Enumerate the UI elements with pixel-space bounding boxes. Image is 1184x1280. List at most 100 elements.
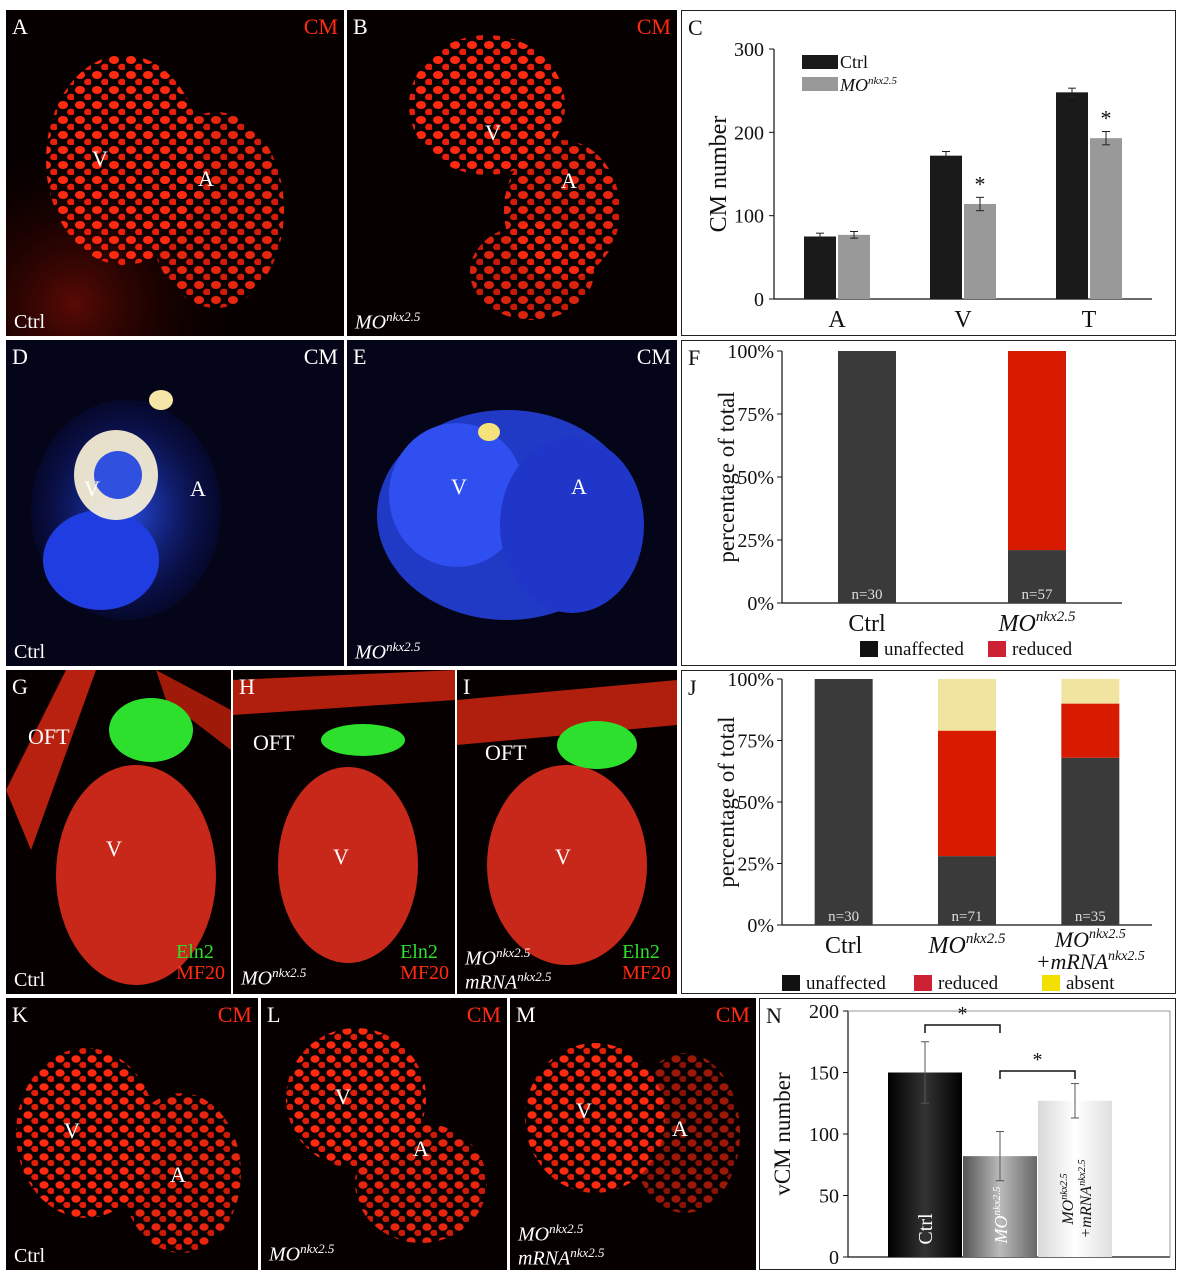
panel-h-mf20-label: MF20 — [400, 962, 449, 984]
panel-b-condition: MOnkx2.5 — [355, 309, 421, 334]
panel-c-bar — [1090, 138, 1122, 299]
panel-j-bar-segment — [938, 856, 996, 925]
panel-n-y-tick-label: 150 — [809, 1063, 839, 1085]
panel-a-nuclei — [6, 10, 344, 336]
panel-f-legend-label: unaffected — [884, 639, 964, 660]
panel-n-y-tick-label: 0 — [829, 1247, 839, 1269]
panel-l-micrograph: L CM V A MOnkx2.5 — [261, 998, 507, 1270]
panel-e-cm-label: CM — [636, 344, 671, 369]
panel-f-legend-label: reduced — [1012, 639, 1073, 660]
panel-n-bar — [1038, 1100, 1112, 1257]
panel-g-ventricle-label: V — [106, 836, 122, 861]
panel-j-bar-segment — [1061, 757, 1120, 925]
panel-c-legend-label: Ctrl — [840, 52, 868, 72]
panel-j-y-tick-label: 100% — [727, 671, 774, 691]
panel-j-y-axis-label: percentage of total — [714, 716, 739, 887]
panel-j-x-tick-label: +mRNAnkx2.5 — [1036, 949, 1145, 974]
panel-j-legend-swatch — [1042, 975, 1060, 991]
panel-n-y-tick-label: 50 — [819, 1186, 839, 1208]
panel-n-chart: N 0 50 100 150 200 vCM number Ctrl MOnkx2.5 MOnk… — [759, 998, 1176, 1270]
panel-j-legend-swatch — [914, 975, 932, 991]
panel-j-plot: 0% 25% 50% 75% 100% percentage of total n=30 Ct… — [714, 671, 1152, 993]
panel-c-bar — [1056, 92, 1088, 299]
panel-c-y-tick-label: 100 — [734, 206, 764, 228]
panel-a-cm-label: CM — [303, 14, 338, 39]
panel-e-condition: MOnkx2.5 — [355, 639, 421, 664]
panel-n-bar-label: Ctrl — [915, 1213, 937, 1245]
panel-j-legend-swatch — [782, 975, 800, 991]
panel-l-condition: MOnkx2.5 — [269, 1241, 335, 1266]
panel-g-stain-legend: Eln2 MF20 — [176, 942, 225, 984]
panel-n-y-axis-label: vCM number — [770, 1072, 795, 1196]
panel-a-condition: Ctrl — [14, 311, 46, 333]
panel-d-ventricle-label: V — [84, 476, 100, 501]
panel-f-y-tick-label: 0% — [747, 593, 774, 615]
panel-f-y-tick-label: 25% — [737, 530, 774, 552]
panel-j-bar-segment — [1061, 679, 1120, 704]
panel-i-heart — [457, 680, 677, 965]
panel-h-oft-label: OFT — [253, 730, 295, 755]
panel-h-stain-legend: Eln2 MF20 — [400, 942, 449, 984]
panel-m-letter: M — [516, 1002, 536, 1027]
panel-c-bar — [964, 204, 996, 299]
panel-h-micrograph: H OFT V Eln2 MF20 MOnkx2.5 — [233, 670, 455, 994]
panel-f-bar-segment — [1008, 351, 1066, 551]
panel-j-bar-segment — [814, 679, 873, 925]
panel-f-x-tick-label: Ctrl — [848, 611, 886, 637]
panel-c-bar — [804, 236, 836, 299]
panel-g-eln2-label: Eln2 — [176, 941, 214, 963]
panel-f-bar-segment — [1008, 550, 1066, 603]
panel-b-cm-label: CM — [636, 14, 671, 39]
panel-i-mf20-label: MF20 — [622, 962, 671, 984]
panel-j-y-tick-label: 50% — [737, 792, 774, 814]
panel-j-y-tick-label: 0% — [747, 915, 774, 937]
panel-c-legend-label: MOnkx2.5 — [839, 75, 898, 95]
panel-f-bar-segment — [838, 351, 896, 603]
panel-j-bar-segment — [1061, 703, 1120, 758]
panel-c-x-tick-label: V — [954, 307, 972, 333]
panel-g-micrograph: G OFT V Eln2 MF20 Ctrl — [6, 670, 231, 994]
panel-n-bar-label: +mRNAnkx2.5 — [1077, 1160, 1095, 1239]
panel-k-micrograph: K CM V A Ctrl — [6, 998, 258, 1270]
panel-b-micrograph: B CM V A MOnkx2.5 — [347, 10, 677, 336]
panel-b-nuclei — [409, 35, 620, 320]
panel-f-chart: F 0% 25% 50% 75% 100% percentage of total n=30… — [681, 340, 1176, 666]
panel-f-x-tick-label: MOnkx2.5 — [998, 609, 1076, 637]
panel-f-y-tick-label: 75% — [737, 404, 774, 426]
panel-c-significance: * — [1101, 106, 1112, 131]
panel-l-ventricle-label: V — [335, 1084, 351, 1109]
panel-a-letter: A — [12, 14, 28, 39]
panel-c-y-tick-label: 300 — [734, 39, 764, 61]
panel-f-y-axis-label: percentage of total — [714, 391, 739, 562]
panel-b-atrium-label: A — [561, 168, 577, 193]
panel-k-cm-label: CM — [217, 1002, 252, 1027]
panel-c-y-tick-label: 0 — [754, 289, 764, 311]
panel-a-micrograph: A CM V A Ctrl — [6, 10, 344, 336]
panel-l-atrium-label: A — [413, 1136, 429, 1161]
panel-b-ventricle-label: V — [485, 120, 501, 145]
panel-l-cm-label: CM — [466, 1002, 501, 1027]
panel-g-condition: Ctrl — [14, 969, 46, 991]
panel-c-x-tick-label: A — [828, 307, 846, 333]
panel-j-legend-label: reduced — [938, 973, 999, 993]
panel-f-plot: 0% 25% 50% 75% 100% percentage of total n=30 Ct… — [714, 341, 1122, 660]
panel-i-letter: I — [463, 674, 471, 699]
panel-b-letter: B — [353, 14, 368, 39]
panel-c-bar — [930, 155, 962, 299]
panel-m-cm-label: CM — [715, 1002, 750, 1027]
panel-n-y-tick-label: 200 — [809, 1001, 839, 1023]
panel-c-legend-swatch — [802, 77, 838, 91]
panel-c-chart: C 0 100 200 300 CM number A * V * T Ctrl MOnkx2.5 — [681, 10, 1176, 336]
panel-i-micrograph: I OFT V Eln2 MF20 MOnkx2.5 mRNAnkx2.5 — [457, 670, 677, 994]
panel-j-letter: J — [688, 675, 697, 700]
panel-d-cm-label: CM — [303, 344, 338, 369]
panel-j-x-tick-label: MOnkx2.5 — [1054, 927, 1126, 952]
panel-c-bar — [838, 234, 870, 299]
panel-d-condition: Ctrl — [14, 641, 46, 663]
panel-g-mf20-label: MF20 — [176, 962, 225, 984]
panel-e-atrium-label: A — [571, 474, 587, 499]
panel-j-x-tick-label: MOnkx2.5 — [928, 931, 1006, 959]
panel-c-plot: 0 100 200 300 CM number A * V * T Ctrl MOnkx2.5 — [706, 39, 1152, 333]
panel-f-n-label: n=30 — [852, 587, 883, 603]
panel-l-letter: L — [267, 1002, 281, 1027]
